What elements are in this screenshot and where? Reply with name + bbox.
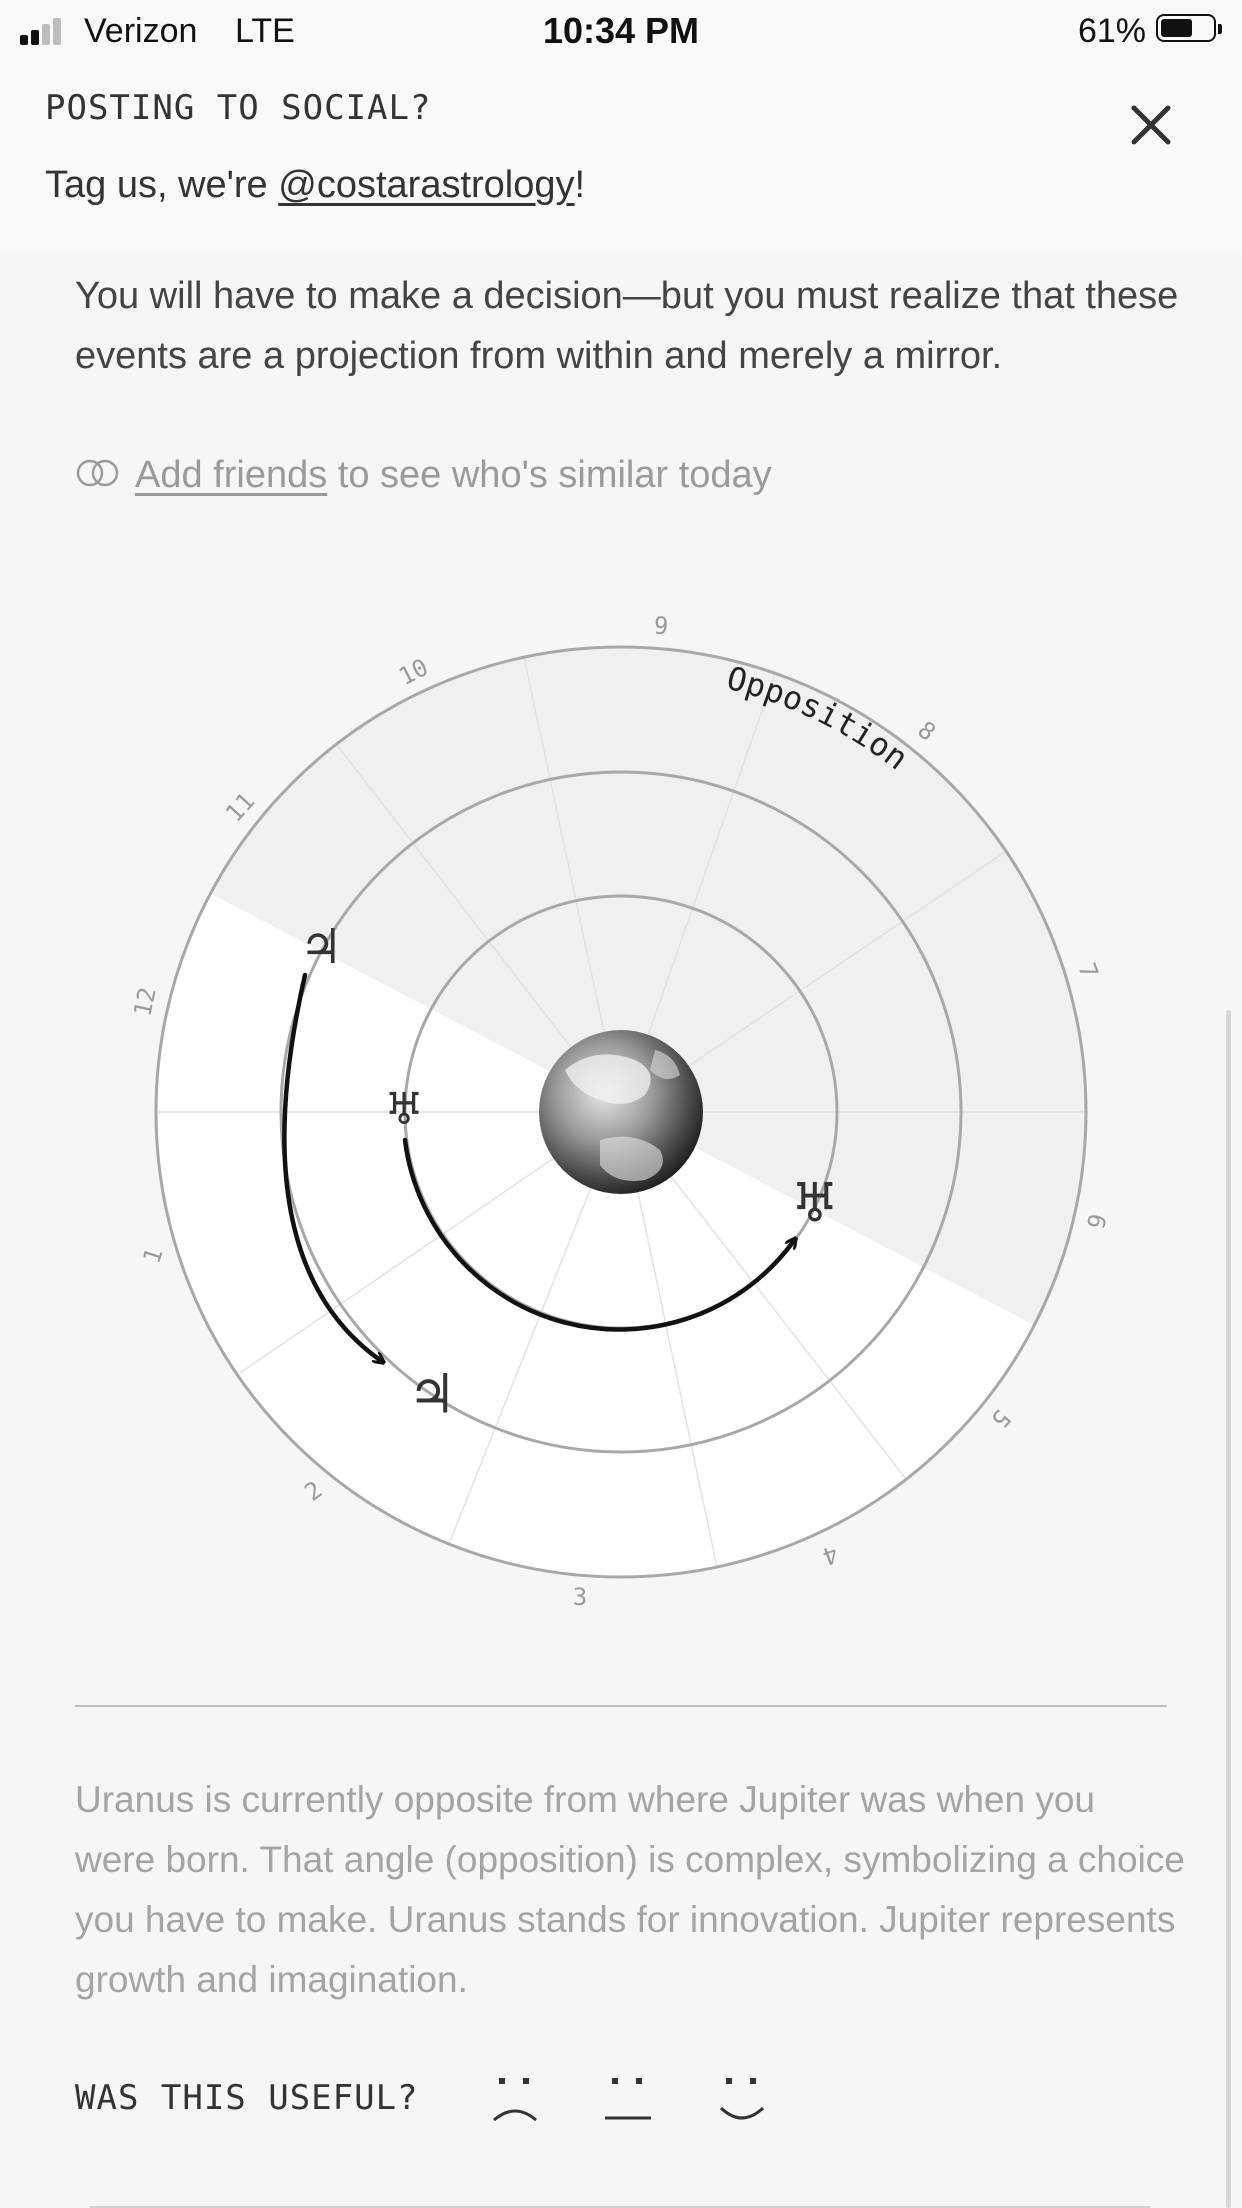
carrier-name: Verizon	[84, 12, 198, 50]
house-6: 6	[1081, 1211, 1112, 1232]
banner-title: POSTING TO SOCIAL?	[45, 88, 432, 128]
uranus-transit-arc	[402, 1137, 793, 1332]
house-12: 12	[128, 985, 161, 1019]
signal-icon	[20, 17, 70, 45]
house-3: 3	[573, 1583, 587, 1611]
house-1: 1	[138, 1244, 169, 1266]
neutral-face-button[interactable]	[603, 2074, 653, 2130]
costar-handle-link[interactable]: @costarastrology	[278, 164, 575, 206]
battery-percent: 61%	[1077, 12, 1146, 50]
house-4: 4	[819, 1539, 842, 1570]
bottom-divider	[90, 2206, 1150, 2208]
jupiter-transit-arc	[282, 972, 380, 1360]
house-9: 9	[653, 611, 670, 640]
scrollbar[interactable]	[1226, 1010, 1231, 2208]
house-2: 2	[299, 1476, 327, 1507]
transit-explanation: Uranus is currently opposite from where …	[75, 1779, 1185, 2000]
happy-face-button[interactable]	[717, 2074, 767, 2130]
banner-text-suffix: !	[574, 164, 586, 206]
house-8: 8	[912, 716, 941, 747]
uranus-start-icon: ♅	[384, 1084, 423, 1135]
house-10: 10	[394, 653, 432, 691]
feedback-label: WAS THIS USEFUL?	[75, 2078, 419, 2118]
uranus-transit-icon: ♅	[791, 1172, 839, 1235]
overlapping-circles-icon	[75, 455, 121, 498]
banner-text-prefix: Tag us, we're	[45, 164, 279, 206]
neutral-face-icon	[605, 2078, 651, 2120]
jupiter-natal-icon: ♃	[299, 919, 342, 975]
battery-icon	[1156, 14, 1224, 46]
add-friends-row: Add friends to see who's similar today	[75, 454, 772, 498]
earth-icon	[539, 1030, 703, 1194]
house-7: 7	[1072, 959, 1103, 982]
reading-intro-text: You will have to make a decision—but you…	[75, 275, 1179, 377]
jupiter-transit-icon: ♃	[408, 1363, 456, 1426]
status-bar: Verizon LTE 10:34 PM 61%	[0, 0, 1242, 60]
close-icon	[1131, 105, 1171, 145]
house-5: 5	[985, 1404, 1016, 1433]
close-banner-button[interactable]	[1126, 100, 1176, 150]
network-type: LTE	[235, 12, 295, 50]
clock: 10:34 PM	[542, 10, 700, 51]
social-banner: POSTING TO SOCIAL? Tag us, we're @costar…	[0, 60, 1242, 252]
add-friends-link[interactable]: Add friends	[135, 454, 328, 496]
house-11: 11	[220, 787, 260, 827]
sad-face-button[interactable]	[490, 2074, 540, 2130]
add-friends-text: to see who's similar today	[327, 454, 772, 496]
banner-text: Tag us, we're @costarastrology!	[45, 164, 585, 207]
transit-chart: 9 8 7 6 5 4 3 2 1 12 11 10 Opposition ♃ …	[72, 580, 1242, 1611]
section-divider	[75, 1705, 1167, 1707]
happy-face-icon	[719, 2078, 765, 2120]
sad-face-icon	[493, 2078, 537, 2122]
